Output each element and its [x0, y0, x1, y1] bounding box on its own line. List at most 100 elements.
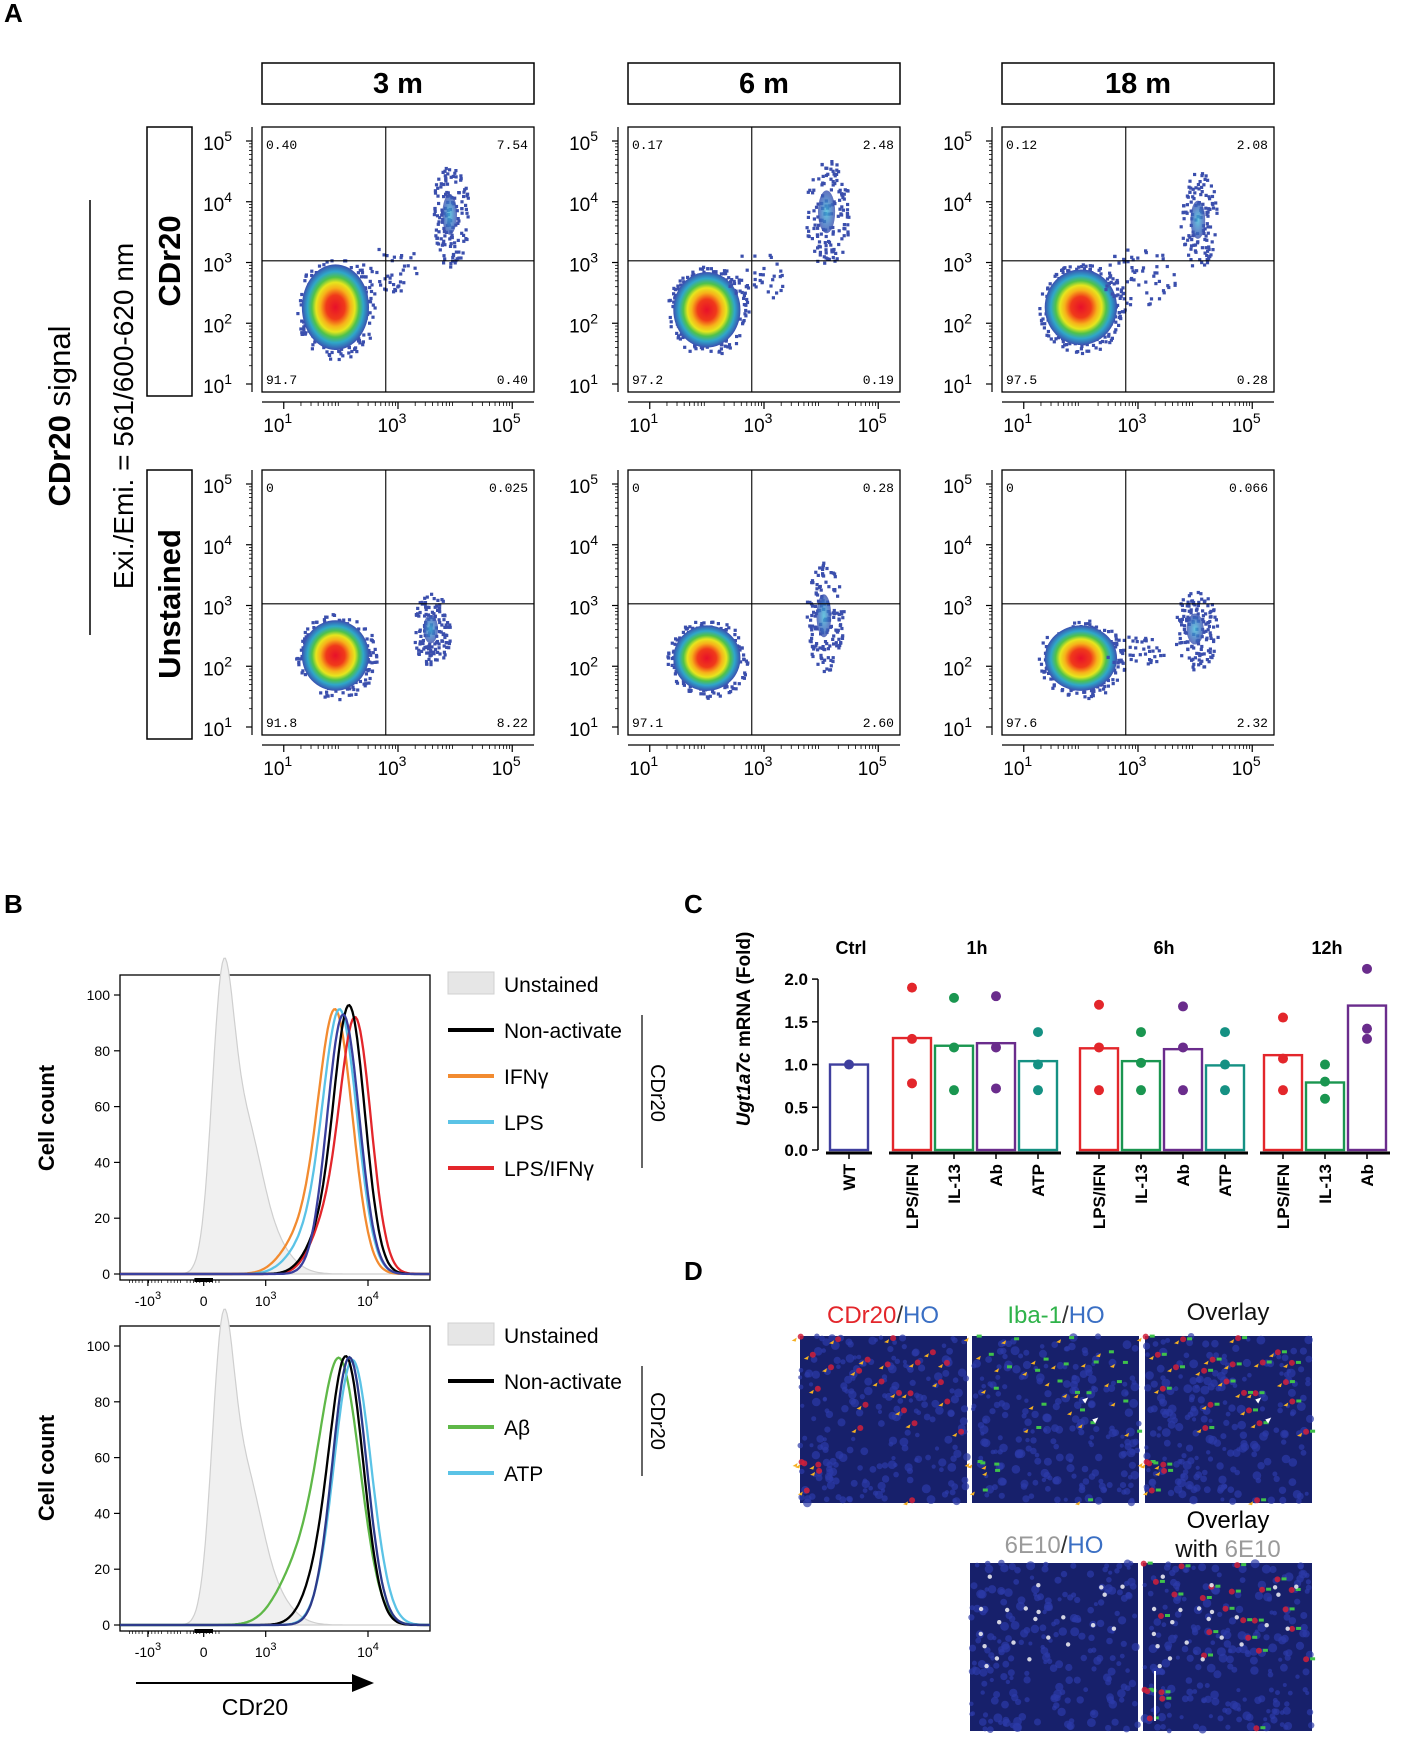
nucleus: [1165, 1338, 1171, 1343]
arrow-marker: [903, 1501, 909, 1506]
event-dot: [1090, 264, 1094, 268]
event-dot: [1041, 317, 1045, 321]
event-dot: [435, 658, 439, 662]
event-dot: [442, 254, 446, 258]
event-dot: [810, 632, 814, 637]
nucleus: [1050, 1438, 1057, 1445]
event-dot: [678, 636, 682, 640]
arrow-marker: [810, 1471, 816, 1476]
event-dot: [414, 613, 419, 617]
event-dot: [369, 638, 373, 642]
event-dot: [676, 284, 680, 288]
nucleus: [1097, 1599, 1105, 1606]
event-dot: [711, 620, 715, 624]
nucleus: [821, 1348, 826, 1353]
event-dot: [816, 259, 820, 263]
event-dot: [832, 642, 836, 646]
event-dot: [1136, 256, 1140, 260]
event-dot: [829, 625, 833, 629]
nucleus: [1002, 1660, 1010, 1668]
y-tick-label: 102: [203, 310, 232, 337]
iba1-signal: [1281, 1577, 1287, 1581]
data-point: [1278, 1053, 1288, 1064]
abeta-signal: [997, 1620, 1002, 1625]
event-dot: [1148, 302, 1152, 306]
event-dot: [1186, 238, 1190, 242]
event-dot: [724, 339, 728, 343]
event-dot: [1208, 225, 1213, 229]
iba1-signal: [1178, 1592, 1184, 1596]
event-dot: [457, 191, 461, 195]
white-arrowhead: [1255, 1397, 1262, 1404]
event-dot: [1119, 288, 1123, 292]
nucleus: [1259, 1406, 1265, 1412]
event-dot: [829, 243, 833, 247]
nucleus: [988, 1718, 994, 1724]
iba1-signal: [1235, 1589, 1241, 1593]
cdr20-signal: [1245, 1634, 1252, 1641]
event-dot: [733, 628, 737, 632]
event-dot: [1142, 647, 1146, 651]
event-dot: [454, 180, 458, 184]
nucleus: [1196, 1375, 1204, 1384]
nucleus: [918, 1364, 926, 1372]
nucleus: [1287, 1690, 1293, 1696]
event-dot: [727, 276, 731, 280]
event-dot: [317, 264, 322, 268]
nucleus: [891, 1355, 897, 1361]
panel-letter-c: C: [684, 889, 703, 919]
nucleus: [1266, 1709, 1271, 1714]
event-dot: [330, 693, 334, 698]
nucleus: [1250, 1559, 1260, 1569]
quadrant-lr: 2.60: [863, 716, 894, 731]
event-dot: [815, 587, 819, 591]
event-dot: [436, 598, 440, 602]
event-dot: [1153, 655, 1157, 659]
arrow-marker: [1174, 1340, 1180, 1345]
event-dot: [831, 225, 835, 230]
nucleus: [1197, 1396, 1205, 1404]
event-dot: [1121, 291, 1126, 295]
event-dot: [1149, 660, 1153, 665]
nucleus: [1020, 1479, 1029, 1488]
quadrant-ur: 0.066: [1229, 481, 1268, 496]
cdr20-signal: [857, 1425, 864, 1431]
nucleus: [925, 1454, 931, 1461]
nucleus: [941, 1491, 949, 1498]
event-dot: [1037, 657, 1041, 661]
nucleus: [1185, 1480, 1194, 1490]
arrow-marker: [1109, 1363, 1115, 1368]
arrow-marker: [964, 1463, 970, 1467]
event-dot: [443, 257, 447, 261]
cdr20-signal: [1171, 1591, 1178, 1598]
nucleus: [908, 1398, 914, 1403]
nucleus: [1120, 1470, 1128, 1478]
event-dot: [830, 162, 834, 166]
nucleus: [828, 1334, 836, 1342]
event-dot: [837, 242, 841, 247]
event-dot: [1112, 282, 1116, 286]
hist-xlabel: CDr20: [222, 1694, 288, 1720]
arrow-marker: [1155, 1471, 1161, 1476]
event-dot: [841, 616, 845, 620]
nucleus: [1148, 1644, 1158, 1653]
nucleus: [820, 1441, 829, 1451]
event-dot: [429, 663, 433, 667]
nucleus: [1012, 1365, 1021, 1374]
event-dot: [819, 232, 823, 236]
quadrant-ul: 0: [632, 481, 640, 496]
event-dot: [371, 315, 375, 319]
event-dot: [1120, 310, 1124, 314]
event-dot: [447, 646, 451, 650]
nucleus: [1040, 1647, 1049, 1655]
x-axis: 101 103 105: [1002, 744, 1274, 780]
nucleus: [1226, 1655, 1234, 1664]
event-dot: [832, 247, 836, 252]
nucleus: [1178, 1374, 1183, 1379]
nucleus: [1295, 1641, 1305, 1650]
nucleus: [1213, 1670, 1222, 1679]
iba1-signal: [1149, 1334, 1155, 1338]
